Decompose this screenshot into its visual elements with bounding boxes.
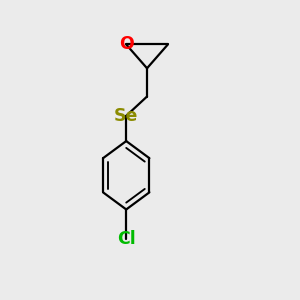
Text: Se: Se xyxy=(114,107,138,125)
Text: O: O xyxy=(119,35,134,53)
Text: Cl: Cl xyxy=(117,230,136,248)
